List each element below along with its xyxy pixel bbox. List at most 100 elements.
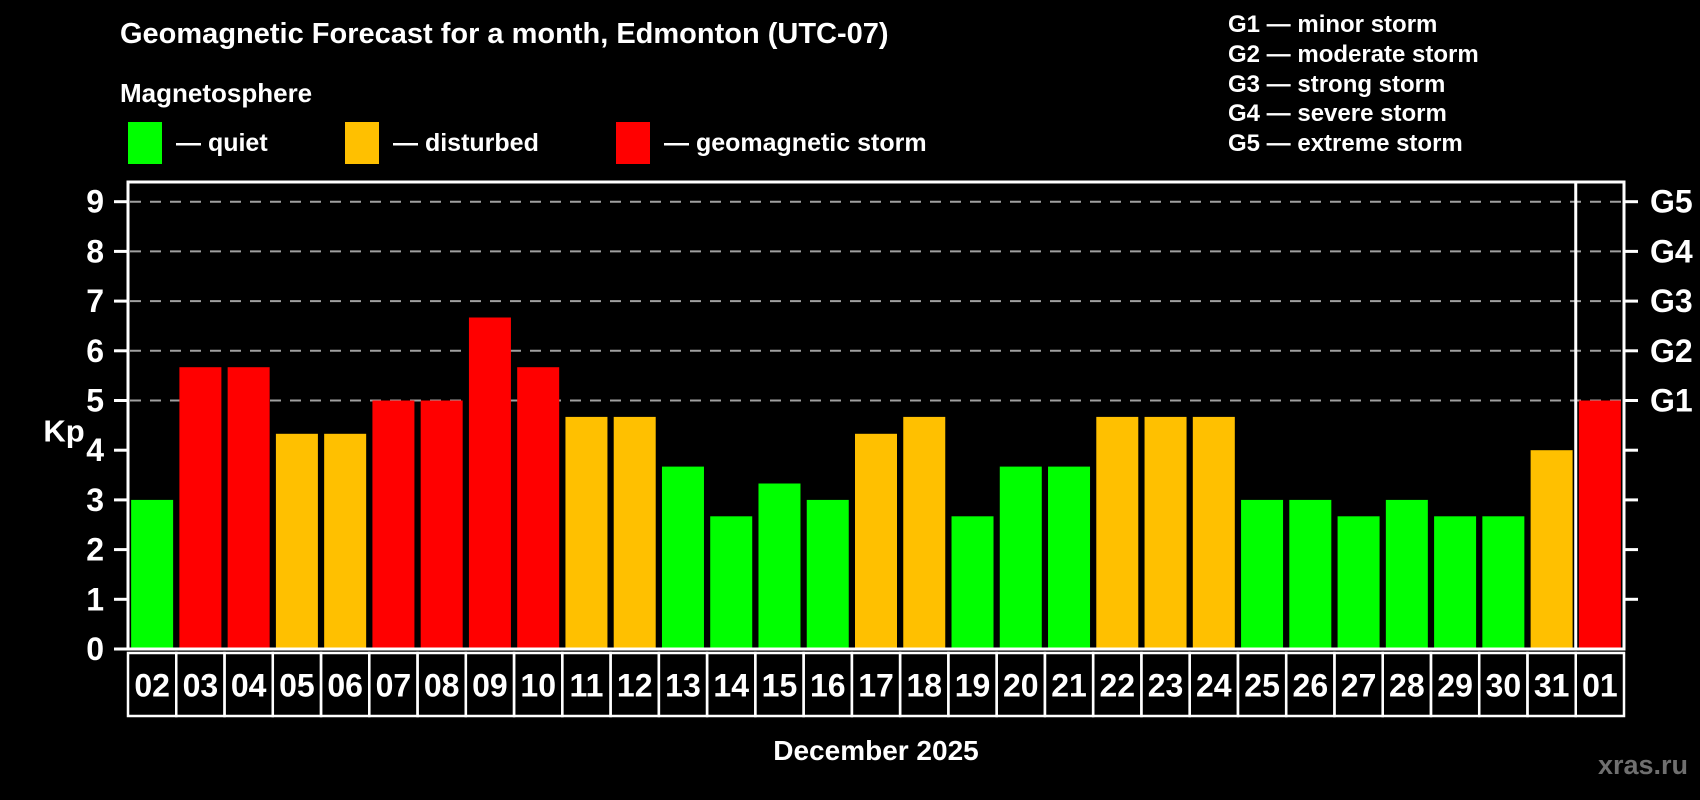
legend-item-quiet: — quiet [128, 122, 268, 164]
quiet-color-swatch [128, 122, 162, 164]
day-label-28: 28 [1389, 668, 1425, 704]
kp-bar-day-15 [758, 483, 801, 649]
y-axis-title: Kp [43, 414, 84, 449]
g-scale-label-G2: G2 [1650, 333, 1693, 369]
day-label-16: 16 [810, 668, 846, 704]
day-label-05: 05 [279, 668, 315, 704]
g-scale-label-G1: G1 [1650, 383, 1693, 419]
day-label-26: 26 [1293, 668, 1329, 704]
y-tick-label-1: 1 [86, 581, 104, 617]
day-label-06: 06 [327, 668, 363, 704]
kp-bar-day-04 [227, 367, 270, 649]
kp-bar-day-21 [1048, 466, 1091, 649]
y-tick-label-3: 3 [86, 482, 104, 518]
y-tick-label-2: 2 [86, 532, 104, 568]
day-label-31: 31 [1534, 668, 1570, 704]
chart-subtitle: Magnetosphere [120, 78, 313, 108]
kp-bar-day-02 [131, 499, 174, 649]
day-label-29: 29 [1437, 668, 1473, 704]
day-label-25: 25 [1244, 668, 1280, 704]
kp-bar-day-31 [1530, 450, 1573, 649]
g-scale-label-G3: G3 [1650, 283, 1693, 319]
day-label-09: 09 [472, 668, 508, 704]
kp-bar-day-27 [1337, 516, 1380, 649]
kp-bar-day-12 [613, 416, 656, 649]
day-label-03: 03 [183, 668, 219, 704]
g4-legend-line: G4 — severe storm [1228, 100, 1447, 128]
legend-label-disturbed: — disturbed [393, 128, 539, 157]
day-label-30: 30 [1486, 668, 1522, 704]
kp-bar-day-17 [855, 433, 897, 649]
kp-bar-day-25 [1241, 499, 1284, 649]
y-tick-label-8: 8 [86, 233, 104, 269]
g2-legend-line: G2 — moderate storm [1228, 40, 1479, 68]
kp-bar-day-18 [903, 416, 946, 649]
kp-bar-day-29 [1434, 516, 1477, 649]
day-label-22: 22 [1099, 668, 1135, 704]
g-scale-label-G5: G5 [1650, 184, 1693, 220]
kp-bar-day-22 [1096, 416, 1139, 649]
day-label-17: 17 [858, 668, 894, 704]
legend-label-quiet: — quiet [176, 128, 268, 157]
kp-bar-day-16 [806, 499, 849, 649]
day-label-12: 12 [617, 668, 653, 704]
day-label-10: 10 [520, 668, 556, 704]
day-label-18: 18 [906, 668, 942, 704]
legend-label-storm: — geomagnetic storm [664, 128, 927, 157]
kp-bar-day-08 [420, 400, 463, 649]
kp-bar-day-07 [372, 400, 415, 649]
y-tick-label-5: 5 [86, 383, 104, 419]
kp-bar-day-24 [1192, 416, 1235, 649]
x-axis-month-label: December 2025 [773, 735, 979, 766]
g3-legend-line: G3 — strong storm [1228, 70, 1446, 98]
kp-bar-day-30 [1482, 516, 1525, 649]
storm-color-swatch [616, 122, 650, 164]
kp-bar-day-28 [1385, 499, 1428, 649]
day-label-27: 27 [1341, 668, 1377, 704]
day-label-23: 23 [1148, 668, 1184, 704]
day-label-01: 01 [1582, 668, 1618, 704]
y-tick-label-6: 6 [86, 333, 104, 369]
g1-legend-line: G1 — minor storm [1228, 11, 1438, 38]
day-label-04: 04 [231, 668, 267, 704]
disturbed-color-swatch [345, 122, 379, 164]
kp-bar-day-26 [1289, 499, 1332, 649]
storm-scale-legend: G1 — minor storm G2 — moderate storm G3 … [1228, 10, 1479, 159]
watermark: xras.ru [1597, 750, 1688, 780]
legend-item-storm: — geomagnetic storm [616, 122, 927, 164]
y-tick-label-7: 7 [86, 283, 104, 319]
page-title: Geomagnetic Forecast for a month, Edmont… [120, 18, 889, 50]
kp-bar-day-09 [468, 317, 511, 649]
day-label-24: 24 [1196, 668, 1232, 704]
day-label-11: 11 [570, 668, 604, 704]
plot-frame [126, 180, 1626, 651]
kp-bar-day-23 [1144, 416, 1187, 649]
day-box-01 [1574, 651, 1626, 718]
kp-bar-day-13 [661, 466, 704, 649]
y-tick-label-4: 4 [86, 432, 104, 468]
y-tick-label-0: 0 [86, 631, 104, 667]
kp-bar-day-11 [565, 416, 608, 649]
day-label-13: 13 [665, 668, 701, 704]
y-tick-label-9: 9 [86, 184, 104, 220]
day-label-15: 15 [762, 668, 798, 704]
day-label-20: 20 [1003, 668, 1039, 704]
kp-bar-day-14 [710, 516, 753, 649]
kp-bar-day-03 [179, 367, 222, 649]
kp-bar-day-20 [999, 466, 1042, 649]
day-label-07: 07 [376, 668, 412, 704]
g-scale-label-G4: G4 [1650, 233, 1693, 269]
day-label-08: 08 [424, 668, 460, 704]
kp-bar-day-05 [275, 433, 318, 649]
kp-bar-day-01 [1578, 400, 1621, 649]
day-label-19: 19 [955, 668, 991, 704]
legend-item-disturbed: — disturbed [345, 122, 539, 164]
kp-bar-day-10 [517, 367, 560, 649]
day-label-02: 02 [134, 668, 170, 704]
kp-bar-day-19 [951, 516, 994, 649]
g5-legend-line: G5 — extreme storm [1228, 130, 1463, 158]
day-label-14: 14 [713, 668, 749, 704]
day-label-21: 21 [1051, 668, 1087, 704]
